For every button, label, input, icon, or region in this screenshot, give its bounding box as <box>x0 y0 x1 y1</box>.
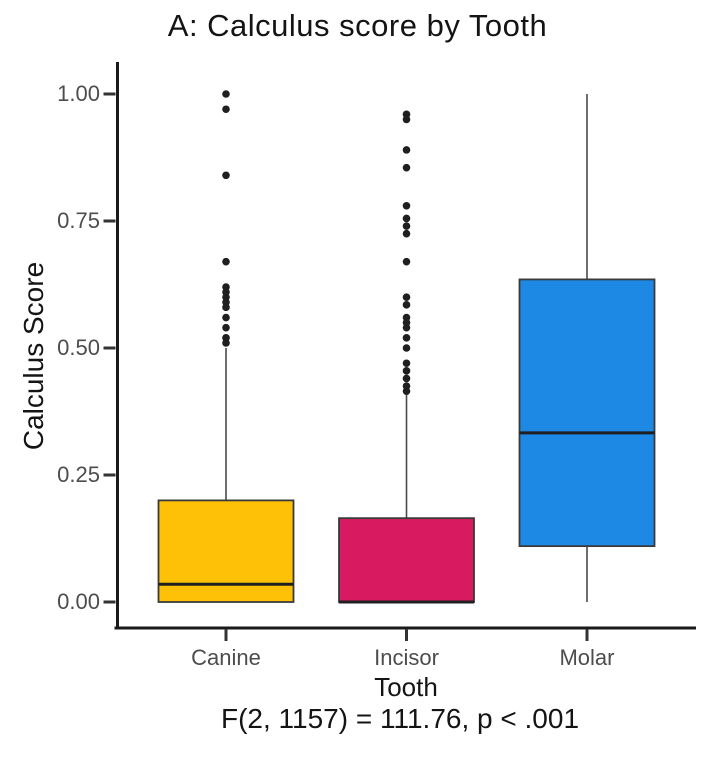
box-rect <box>518 278 656 548</box>
outlier-point <box>402 214 411 223</box>
outlier-point <box>402 344 411 352</box>
y-tick-label: 0.75 <box>57 208 100 233</box>
outlier-point <box>402 359 411 368</box>
outlier-point <box>222 313 230 322</box>
outlier-point <box>402 334 411 342</box>
outlier-point <box>402 293 411 302</box>
x-tick-label: Canine <box>191 645 261 670</box>
outlier-point <box>402 367 411 375</box>
y-tick-label: 0.25 <box>57 462 100 487</box>
x-axis-title: Tooth <box>374 672 438 702</box>
outlier-point <box>222 334 230 342</box>
outlier-point <box>222 90 230 98</box>
x-tick-label: Molar <box>559 645 615 670</box>
outlier-point <box>402 222 411 230</box>
outlier-point <box>402 201 411 210</box>
y-tick-label: 0.00 <box>57 589 100 614</box>
x-tick-label: Incisor <box>374 645 439 670</box>
outlier-point <box>402 374 411 383</box>
y-tick-label: 0.50 <box>57 335 100 360</box>
outlier-point <box>402 382 411 390</box>
outlier-point <box>222 105 230 114</box>
outlier-point <box>222 283 230 291</box>
outlier-point <box>402 229 411 238</box>
box-rect <box>338 517 475 603</box>
outlier-point <box>222 257 230 266</box>
box-incisor <box>338 110 475 604</box>
stats-caption: F(2, 1157) = 111.76, p < .001 <box>220 703 580 734</box>
y-tick-label: 1.00 <box>57 81 100 106</box>
outlier-point <box>402 163 411 172</box>
chart-title: A: Calculus score by Tooth <box>167 8 548 43</box>
box-molar <box>518 94 656 602</box>
outlier-point <box>402 301 411 309</box>
outlier-point <box>402 257 411 266</box>
box-canine <box>157 90 295 603</box>
outlier-point <box>222 323 230 332</box>
outlier-point <box>402 313 411 322</box>
outlier-point <box>402 146 411 154</box>
outlier-point <box>222 171 230 180</box>
outlier-point <box>402 110 411 119</box>
box-rect <box>157 499 295 603</box>
